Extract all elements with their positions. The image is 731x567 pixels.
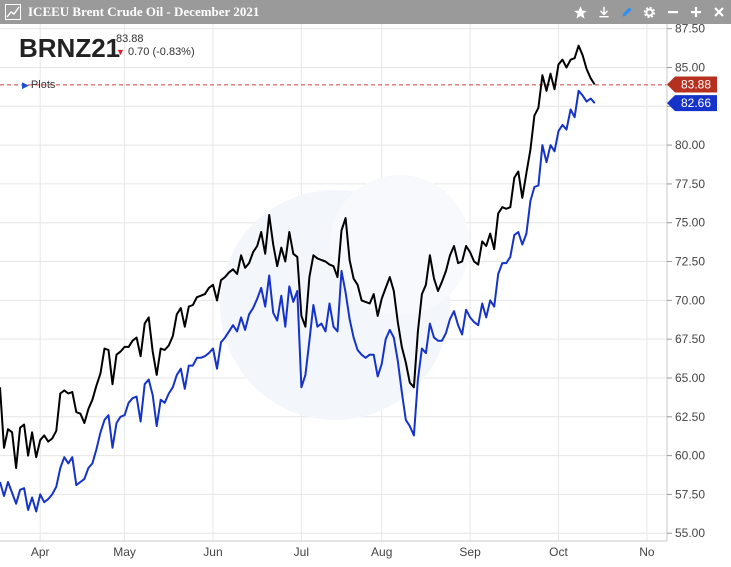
- price-change-value: 0.70 (-0.83%): [127, 46, 195, 58]
- y-tick-label: 87.50: [675, 22, 705, 36]
- minimize-icon[interactable]: [664, 3, 681, 21]
- y-tick-label: 77.50: [675, 177, 705, 191]
- x-tick-label: Jun: [203, 545, 222, 559]
- y-tick-label: 57.50: [675, 487, 705, 501]
- x-tick-label: Jul: [294, 545, 309, 559]
- y-tick-label: 65.00: [675, 371, 705, 385]
- x-tick-label: May: [113, 545, 136, 559]
- blue-price-tag: 82.66: [667, 95, 717, 112]
- y-tick-label: 60.00: [675, 449, 705, 463]
- down-arrow-icon: ▼: [116, 47, 125, 57]
- x-tick-label: Aug: [371, 545, 392, 559]
- y-tick-label: 85.00: [675, 60, 705, 74]
- window-title: ICEEU Brent Crude Oil - December 2021: [28, 4, 260, 19]
- price-change: ▼ 0.70 (-0.83%): [116, 46, 195, 58]
- close-icon[interactable]: [710, 3, 727, 21]
- chart-icon: [5, 4, 21, 20]
- y-tick-label: 72.50: [675, 255, 705, 269]
- y-tick-label: 70.00: [675, 293, 705, 307]
- title-bar: ICEEU Brent Crude Oil - December 2021: [0, 0, 731, 24]
- x-tick-label: No: [639, 545, 655, 559]
- y-tick-label: 75.00: [675, 216, 705, 230]
- y-tick-label: 55.00: [675, 526, 705, 540]
- last-price: 83.88: [116, 33, 144, 45]
- svg-text:82.66: 82.66: [681, 96, 711, 110]
- series-line-blue: [0, 89, 596, 513]
- series-line-black: [0, 44, 596, 469]
- y-tick-label: 80.00: [675, 138, 705, 152]
- plots-label: Plots: [30, 79, 56, 91]
- last-price-tag: 83.88: [667, 76, 717, 93]
- plots-toggle[interactable]: ▶ Plots: [22, 79, 55, 91]
- x-tick-label: Apr: [31, 545, 50, 559]
- x-tick-label: Oct: [549, 545, 568, 559]
- y-tick-label: 62.50: [675, 410, 705, 424]
- play-triangle-icon: ▶: [22, 80, 29, 90]
- symbol-label: BRNZ21: [19, 33, 121, 63]
- star-icon[interactable]: [572, 3, 589, 21]
- gear-icon[interactable]: [641, 3, 658, 21]
- y-tick-label: 67.50: [675, 332, 705, 346]
- svg-text:83.88: 83.88: [681, 78, 711, 92]
- x-tick-label: Sep: [459, 545, 481, 559]
- window-toolbar: [572, 3, 727, 21]
- pencil-icon[interactable]: [618, 3, 635, 21]
- plus-icon[interactable]: [687, 3, 704, 21]
- download-icon[interactable]: [595, 3, 612, 21]
